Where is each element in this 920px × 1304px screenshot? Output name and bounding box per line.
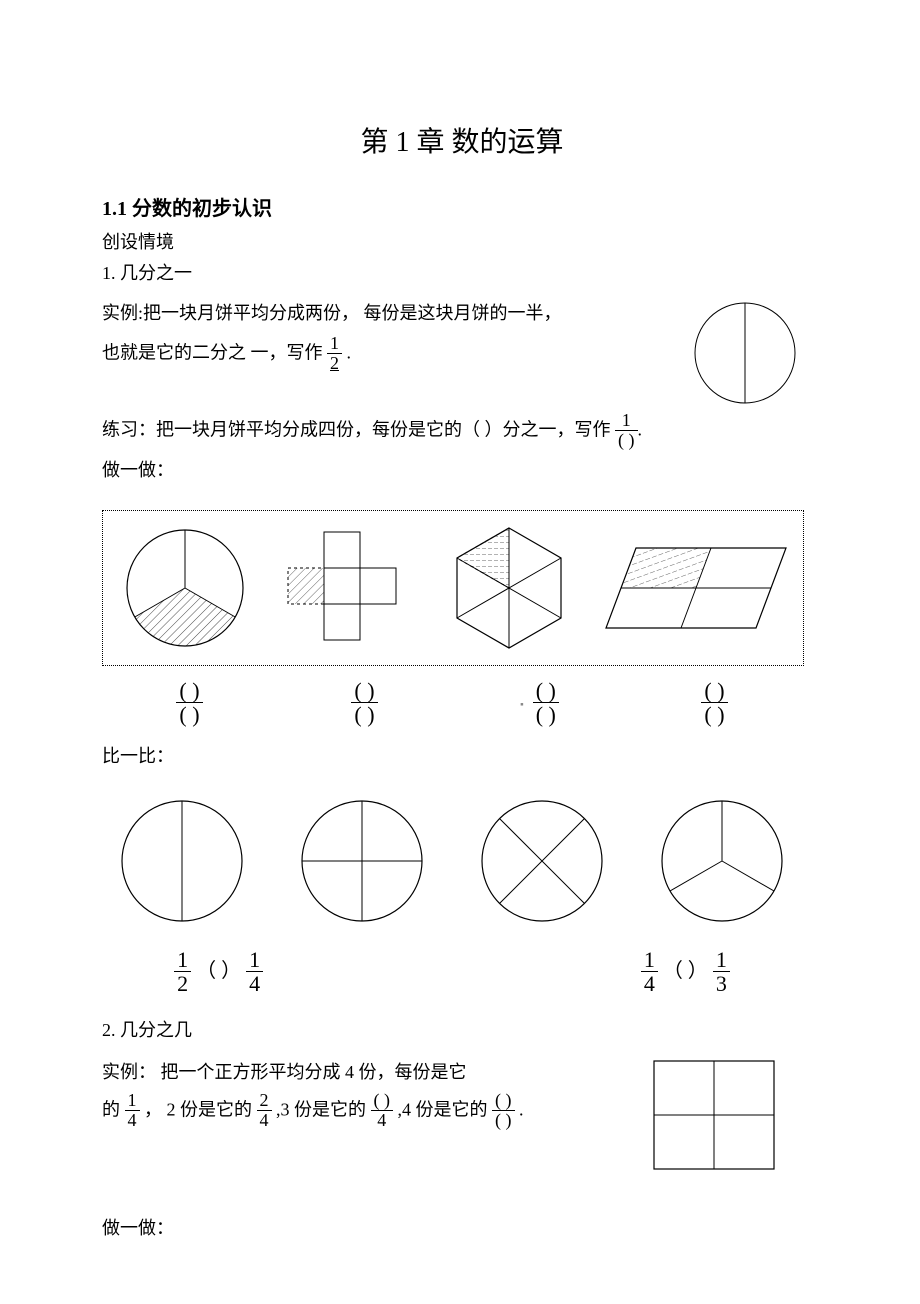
compare-equations: 12 （ ） 14 14 （ ） 13	[102, 949, 802, 996]
circle-thirds-diagram	[110, 518, 260, 658]
frac-2-4: 24	[257, 1091, 272, 1130]
section-title: 1.1 分数的初步认识	[102, 192, 822, 221]
fraction-one-half: 1 2	[327, 334, 342, 373]
ex2-b2: ， 2 份是它的	[144, 1099, 252, 1119]
frac-1-4c: 14	[125, 1091, 140, 1130]
ex2-b1: 的	[102, 1099, 120, 1119]
frac-blank-blank: ( )( )	[492, 1091, 515, 1130]
parallelogram-diagram	[596, 518, 796, 658]
sub-heading-2: 2. 几分之几	[102, 1015, 822, 1046]
do-it-label-2: 做一做：	[102, 1213, 822, 1244]
frac-blank-4: ( )4	[371, 1091, 394, 1130]
practice-line: 练习：把一块月饼平均分成四份，每份是它的（ ）分之一，写作 1 ( ) .	[102, 412, 822, 451]
example-block: 实例:把一块月饼平均分成两份， 每份是这块月饼的一半， 也就是它的二分之 一，写…	[102, 298, 822, 408]
square-quarters-diagram	[644, 1057, 784, 1182]
blank-fraction-row: ( )( ) ( )( ) ▪ ( )( ) ( )( )	[102, 680, 802, 727]
ex2-b3: ,3 份是它的	[276, 1099, 366, 1119]
circle-thirds-y-diagram	[652, 791, 792, 931]
ex2-b4: ,4 份是它的	[398, 1099, 488, 1119]
cross-shape-diagram	[262, 518, 422, 658]
blank-frac-2: ( )( )	[351, 679, 377, 726]
blank-frac-1: ( )( )	[176, 679, 202, 726]
example-text-2: 也就是它的二分之 一，写作	[102, 342, 323, 362]
compare-label: 比一比：	[102, 741, 822, 772]
frac-1-2: 12	[174, 948, 191, 995]
sub-heading-1: 1. 几分之一	[102, 258, 822, 289]
circle-quarter-plus-diagram	[292, 791, 432, 931]
blank-frac-4: ( )( )	[701, 679, 727, 726]
center-marker: ▪	[520, 699, 524, 710]
frac-1-3: 13	[713, 948, 730, 995]
context-heading: 创设情境	[102, 227, 822, 258]
hexagon-diagram	[424, 518, 594, 658]
do-it-label: 做一做：	[102, 455, 822, 486]
compare-circles-row	[102, 791, 802, 931]
chapter-title: 第 1 章 数的运算	[102, 120, 822, 160]
fraction-one-over-blank: 1 ( )	[615, 411, 638, 450]
frac-1-4a: 14	[246, 948, 263, 995]
frac-1-4b: 14	[641, 948, 658, 995]
example-text-1: 实例:把一块月饼平均分成两份， 每份是这块月饼的一半，	[102, 303, 562, 323]
paren-blank-1: （ ）	[196, 961, 241, 983]
half-circle-diagram	[690, 298, 800, 408]
page: 第 1 章 数的运算 1.1 分数的初步认识 创设情境 1. 几分之一 实例:把…	[0, 0, 920, 1304]
shapes-dashed-box	[102, 510, 804, 666]
circle-quarter-x-diagram	[472, 791, 612, 931]
ex2-text-a: 实例： 把一个正方形平均分成 4 份，每份是它	[102, 1062, 467, 1082]
period: .	[347, 342, 352, 362]
paren-blank-2: （ ）	[663, 961, 708, 983]
circle-half-diagram	[112, 791, 252, 931]
example2-block: 实例： 把一个正方形平均分成 4 份，每份是它 的 14 ， 2 份是它的 24…	[102, 1057, 822, 1177]
blank-frac-3: ( )( )	[533, 679, 559, 726]
